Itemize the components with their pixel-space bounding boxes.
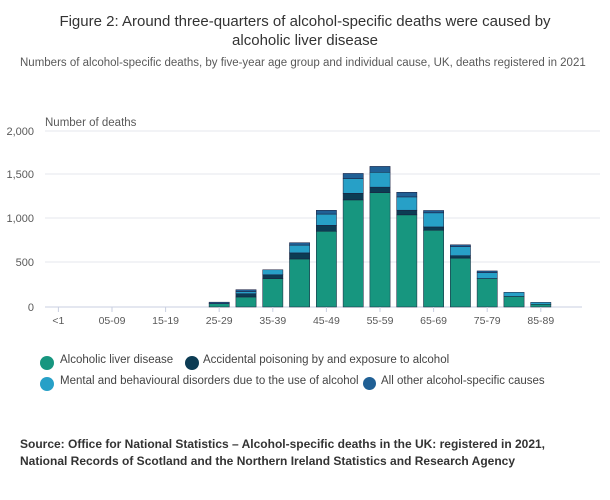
svg-text:1,000: 1,000: [6, 213, 34, 225]
svg-text:75-79: 75-79: [474, 315, 501, 327]
svg-text:<1: <1: [52, 315, 64, 327]
svg-text:55-59: 55-59: [367, 315, 394, 327]
svg-text:0: 0: [28, 302, 34, 314]
svg-text:1,500: 1,500: [6, 169, 34, 181]
svg-text:2,000: 2,000: [6, 126, 34, 138]
svg-text:25-29: 25-29: [206, 315, 233, 327]
svg-text:45-49: 45-49: [313, 315, 340, 327]
svg-text:35-39: 35-39: [259, 315, 286, 327]
svg-text:65-69: 65-69: [420, 315, 447, 327]
svg-text:85-89: 85-89: [527, 315, 554, 327]
svg-text:500: 500: [16, 257, 34, 269]
svg-text:15-19: 15-19: [152, 315, 179, 327]
svg-text:05-09: 05-09: [99, 315, 126, 327]
